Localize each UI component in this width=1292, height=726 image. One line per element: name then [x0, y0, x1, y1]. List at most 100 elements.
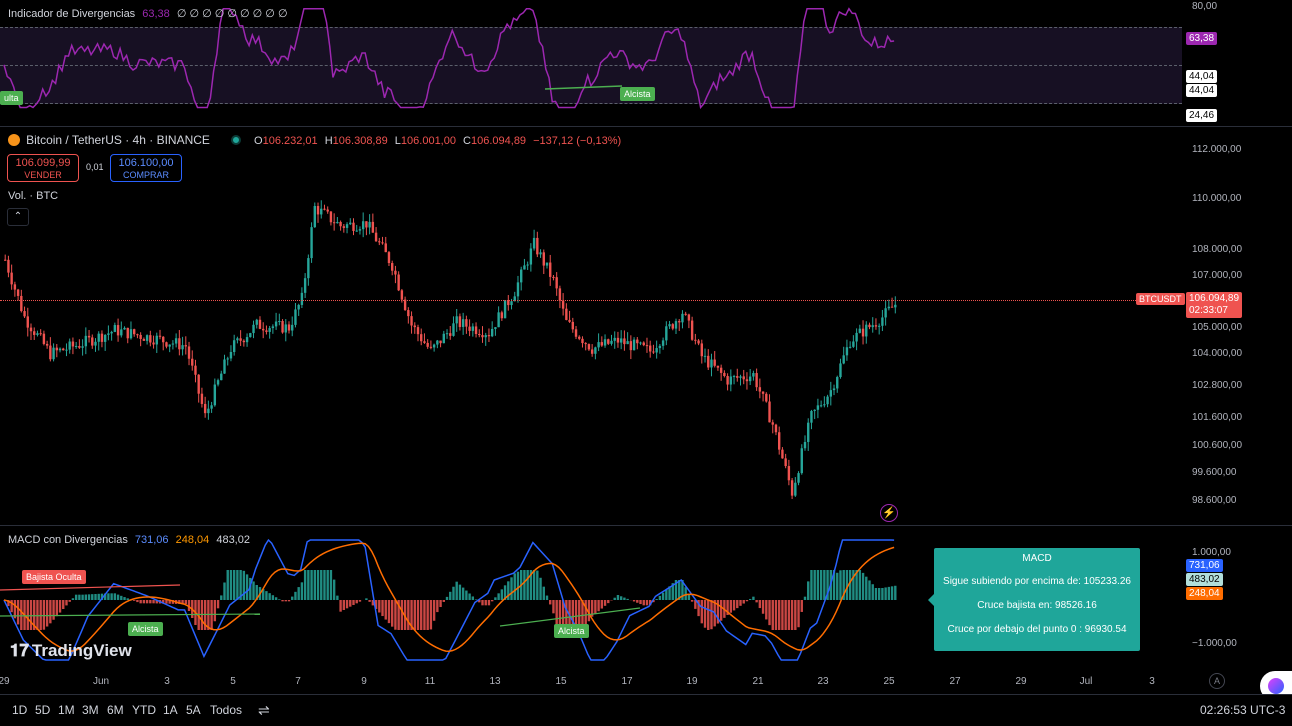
macd-histogram-bar: [823, 570, 826, 600]
candle-body: [836, 377, 839, 389]
candle-body: [126, 327, 129, 339]
macd-histogram-bar: [771, 600, 774, 630]
price-axis[interactable]: 112.000,00 110.000,00 108.000,00 107.000…: [1182, 127, 1292, 525]
axis-mode-button[interactable]: A: [1209, 673, 1225, 689]
macd-histogram-bar: [594, 600, 597, 614]
macd-histogram-bar: [697, 600, 700, 617]
macd-histogram-bar: [452, 586, 455, 600]
candle-body: [262, 328, 265, 331]
candle-body: [471, 326, 475, 331]
buy-button[interactable]: 106.100,00 COMPRAR: [110, 154, 182, 182]
candle-body: [200, 393, 204, 404]
range-button-6m[interactable]: 6M: [107, 703, 124, 717]
candle-body: [826, 396, 829, 405]
candle-body: [558, 288, 562, 301]
axis-101600: 101.600,00: [1192, 412, 1243, 423]
macd-label-bull-2: Alcista: [554, 624, 589, 638]
candle-body: [416, 327, 420, 335]
candle-body: [226, 358, 229, 360]
macd-histogram-bar: [100, 593, 104, 600]
date-label: 15: [555, 676, 567, 687]
symbol-name[interactable]: Bitcoin / TetherUS · 4h · BINANCE: [26, 133, 210, 147]
macd-histogram-bar: [281, 600, 284, 602]
macd-divergence-bear-line: [0, 584, 181, 591]
candle-body: [300, 292, 304, 305]
candle-body: [313, 206, 316, 228]
macd-histogram-bar: [252, 581, 255, 600]
macd-histogram-bar: [716, 600, 720, 624]
rsi-axis[interactable]: 80,00 63,38 44,04 44,04 24,46: [1182, 0, 1292, 126]
macd-histogram-bar: [894, 585, 897, 600]
sell-button[interactable]: 106.099,99 VENDER: [7, 154, 79, 182]
candle-body: [223, 359, 226, 374]
rsi-tag-c: 24,46: [1186, 109, 1218, 122]
candle-body: [687, 314, 691, 321]
candle-body: [155, 335, 158, 345]
price-pane[interactable]: Bitcoin / TetherUS · 4h · BINANCE O106.2…: [0, 127, 1185, 525]
macd-histogram-bar: [545, 595, 549, 600]
candle-body: [774, 424, 778, 433]
macd-histogram-bar: [481, 600, 484, 606]
candle-body: [45, 343, 49, 346]
macd-histogram-bar: [690, 600, 694, 602]
macd-histogram-bar: [807, 581, 810, 600]
macd-pane[interactable]: MACD con Divergencias 731,06 248,04 483,…: [0, 526, 1182, 671]
macd-histogram-bar: [165, 600, 168, 604]
range-button-todos[interactable]: Todos: [210, 703, 243, 717]
candle-body: [62, 348, 65, 351]
macd-axis[interactable]: 1.000,00 731,06 483,02 248,04 −1.000,00: [1182, 526, 1292, 671]
date-range-icon[interactable]: ⇌: [258, 702, 270, 718]
candle-body: [65, 349, 68, 351]
range-button-3m[interactable]: 3M: [82, 703, 99, 717]
macd-histogram-bar: [97, 593, 100, 600]
macd-histogram-bar: [552, 600, 555, 614]
macd-histogram-bar: [781, 600, 784, 630]
macd-histogram-bar: [155, 600, 158, 604]
lightning-icon[interactable]: ⚡: [880, 504, 898, 522]
collapse-button[interactable]: ⌃: [7, 208, 29, 226]
range-button-ytd[interactable]: YTD: [132, 703, 156, 717]
axis-104000: 104.000,00: [1192, 348, 1243, 359]
macd-histogram-bar: [207, 600, 210, 630]
candle-body: [713, 359, 716, 366]
pane-separator-1[interactable]: [0, 126, 1292, 127]
range-button-1a[interactable]: 1A: [163, 703, 178, 717]
date-label: 23: [817, 676, 829, 687]
macd-histogram-bar: [274, 597, 278, 600]
tradingview-logo[interactable]: 𝟏𝟕 TradingView: [10, 641, 132, 661]
candle-body: [394, 270, 397, 275]
macd-histogram-bar: [133, 600, 136, 601]
macd-histogram-bar: [471, 596, 475, 600]
candle-body: [658, 345, 662, 349]
range-button-5d[interactable]: 5D: [35, 703, 51, 717]
candle-body: [78, 346, 81, 348]
candle-body: [445, 333, 449, 335]
macd-histogram-bar: [858, 570, 862, 600]
range-button-1d[interactable]: 1D: [12, 703, 28, 717]
rsi-divergence-line: [544, 85, 623, 90]
macd-histogram-bar: [674, 580, 678, 600]
candle-body: [852, 341, 855, 347]
macd-histogram-bar: [439, 600, 442, 608]
macd-histogram-bar: [342, 600, 346, 610]
range-button-5a[interactable]: 5A: [186, 703, 201, 717]
candle-body: [10, 272, 13, 285]
rsi-pane[interactable]: Indicador de Divergencias 63,38 ∅ ∅ ∅ ∅ …: [0, 0, 1182, 126]
macd-histogram-bar: [478, 600, 481, 603]
macd-line: [3, 538, 895, 661]
macd-histogram-bar: [313, 570, 316, 600]
candle-body: [755, 373, 758, 388]
candle-body: [29, 327, 33, 332]
candle-body: [810, 410, 813, 423]
range-button-1m[interactable]: 1M: [58, 703, 75, 717]
candle-body: [203, 403, 207, 414]
macd-histogram-bar: [758, 600, 762, 609]
macd-histogram-bar: [536, 570, 539, 600]
macd-histogram-bar: [110, 593, 113, 600]
candle-body: [632, 339, 636, 351]
macd-histogram-bar: [74, 594, 78, 600]
pane-separator-2[interactable]: [0, 525, 1292, 526]
macd-histogram-bar: [877, 588, 881, 600]
clock[interactable]: 02:26:53 UTC-3: [1200, 703, 1286, 717]
candle-body: [761, 391, 765, 394]
